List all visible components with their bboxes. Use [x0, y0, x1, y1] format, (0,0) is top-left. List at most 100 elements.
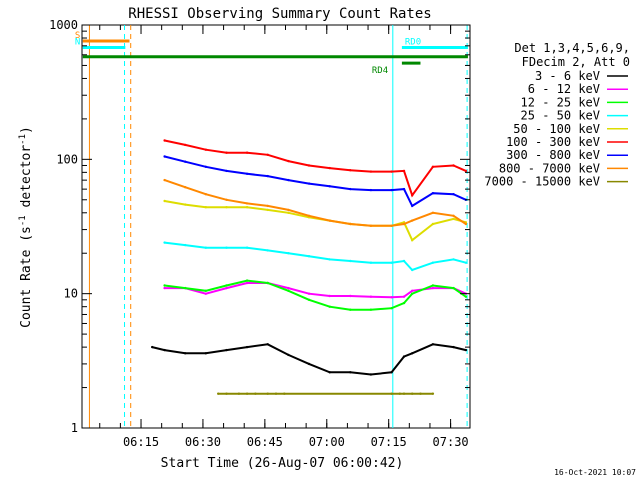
data-point — [225, 198, 228, 201]
data-point — [245, 202, 249, 205]
series-layer — [151, 139, 468, 395]
data-point — [452, 164, 455, 167]
axes: 1 10 100 1000 06:15 06:30 06:45 07:00 07:15 07:30 — [49, 18, 470, 449]
y-axis-label-superscript: -1 — [18, 134, 28, 145]
data-point — [307, 164, 311, 167]
legend-label: 300 - 800 keV — [506, 148, 600, 162]
data-point — [225, 392, 228, 395]
data-point — [390, 261, 393, 264]
data-point — [204, 148, 207, 151]
data-point — [411, 239, 414, 242]
y-tick-label: 1000 — [49, 18, 78, 32]
data-point — [349, 222, 352, 226]
data-point — [464, 348, 468, 352]
data-point — [254, 392, 257, 395]
data-point — [307, 298, 311, 301]
data-point — [431, 192, 435, 195]
flag-label: RD4 — [372, 66, 388, 76]
data-point — [163, 155, 166, 158]
data-point — [184, 352, 187, 355]
data-point — [204, 165, 207, 168]
legend-label: 3 - 6 keV — [535, 69, 600, 83]
data-point — [184, 243, 187, 247]
timestamp: 16-Oct-2021 10:07 — [554, 468, 636, 477]
data-point — [431, 284, 435, 287]
data-point — [452, 193, 455, 196]
data-point — [398, 392, 401, 395]
y-axis-label-part: ) — [19, 126, 34, 134]
data-point — [464, 295, 468, 298]
data-point — [452, 214, 455, 217]
data-point — [328, 371, 331, 374]
data-point — [452, 286, 455, 290]
data-point — [307, 292, 311, 295]
data-point — [464, 222, 468, 226]
flag-label: S — [75, 31, 80, 41]
data-point — [411, 292, 414, 295]
data-point — [225, 284, 228, 287]
data-point — [369, 261, 373, 264]
data-point — [411, 204, 414, 208]
data-point — [287, 353, 290, 357]
data-point — [184, 143, 187, 147]
data-point — [266, 174, 269, 178]
data-point — [431, 261, 435, 264]
data-point — [349, 187, 352, 191]
legend-label: 50 - 100 keV — [513, 122, 600, 136]
data-point — [307, 255, 311, 258]
legend-label: 6 - 12 keV — [528, 82, 600, 96]
x-axis-label: Start Time (26-Aug-07 06:00:42) — [161, 456, 404, 471]
data-point — [402, 259, 406, 263]
data-point — [245, 279, 249, 282]
data-point — [237, 392, 241, 395]
legend-header-line: Det 1,3,4,5,6,9, — [514, 41, 630, 55]
y-tick-label: 100 — [56, 152, 78, 166]
data-point — [369, 295, 373, 298]
legend-header-line: FDecim 2, Att 0 — [522, 55, 630, 69]
data-point — [266, 208, 269, 212]
data-point — [204, 246, 207, 249]
data-point — [452, 345, 455, 349]
series-line-6 — [164, 155, 467, 208]
data-point — [464, 261, 468, 264]
series-line-4 — [164, 200, 467, 242]
data-point — [349, 371, 352, 374]
data-point — [266, 343, 269, 346]
data-point — [431, 343, 435, 346]
data-point — [245, 206, 249, 209]
data-point — [163, 139, 166, 142]
data-point — [204, 292, 207, 295]
data-point — [328, 294, 331, 298]
data-point — [390, 392, 393, 395]
legend-label: 25 - 50 keV — [521, 109, 600, 123]
data-point — [452, 258, 455, 261]
x-tick-label: 06:45 — [247, 435, 283, 449]
data-point — [411, 392, 414, 395]
data-point — [431, 165, 435, 168]
vertical-markers — [88, 25, 468, 428]
data-point — [411, 194, 414, 197]
data-point — [431, 222, 435, 226]
data-point — [225, 286, 228, 290]
data-point — [163, 199, 166, 203]
y-tick-label: 1 — [71, 421, 78, 435]
data-point — [369, 373, 373, 376]
legend-label: 7000 - 15000 keV — [484, 175, 600, 189]
data-point — [266, 281, 269, 285]
series-line-0 — [151, 343, 467, 376]
data-point — [328, 305, 331, 308]
flag-bars: SN RD0 RD4 — [75, 31, 468, 76]
data-point — [274, 392, 278, 395]
data-point — [184, 203, 187, 206]
data-point — [245, 345, 249, 349]
y-axis-label-superscript: -1 — [18, 215, 28, 226]
data-point — [287, 208, 290, 212]
y-axis-label-part: Count Rate (s — [19, 226, 34, 328]
data-point — [245, 172, 249, 175]
data-point — [184, 160, 187, 163]
data-point — [287, 252, 290, 255]
chart-title: RHESSI Observing Summary Count Rates — [128, 6, 431, 22]
data-point — [266, 153, 269, 156]
